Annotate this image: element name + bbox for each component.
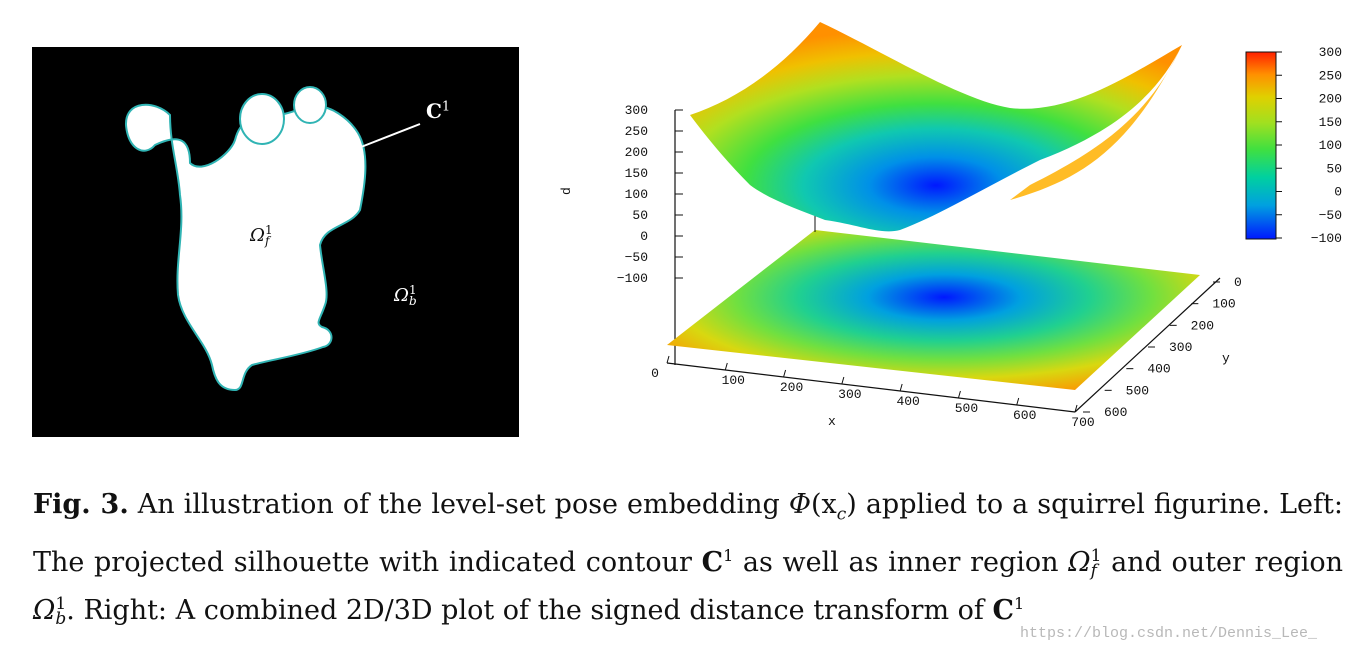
contour-label: C1 — [426, 99, 451, 123]
z-tick-label: 150 — [625, 166, 648, 181]
figure-caption: Fig. 3. An illustration of the level-set… — [33, 484, 1343, 631]
floor-heatmap — [667, 230, 1200, 390]
watermark-text: https://blog.csdn.net/Dennis_Lee_ — [1020, 625, 1318, 642]
colorbar-tick-label: 250 — [1319, 68, 1342, 83]
x-tick-mark — [1074, 404, 1078, 413]
inner-region-label: Ω 1 f — [250, 223, 273, 248]
x-tick-mark — [1016, 397, 1020, 406]
z-tick-label: −50 — [625, 250, 648, 265]
ear-shape — [293, 86, 327, 124]
x-axis-label: x — [828, 414, 836, 429]
caption-c1: C1 — [701, 546, 734, 579]
z-tick-label: 300 — [625, 103, 648, 118]
x-tick-label: 100 — [722, 373, 745, 388]
colorbar-tick-label: −50 — [1319, 208, 1342, 223]
x-tick-label: 200 — [780, 380, 803, 395]
figure-label: Fig. 3. — [33, 489, 129, 520]
distance-surface — [690, 22, 1182, 232]
colorbar-tick-label: 300 — [1319, 45, 1342, 60]
z-tick-label: 50 — [632, 208, 648, 223]
outer-region-label: Ω 1 b — [394, 283, 417, 308]
y-tick-label: 100 — [1212, 297, 1235, 312]
z-tick-label: −100 — [617, 271, 648, 286]
z-tick-group: 300 250 200 150 100 50 0 −50 −100 — [617, 103, 683, 286]
x-tick-group: 0 100 200 300 400 500 600 700 — [651, 355, 1095, 430]
y-tick-label: 0 — [1234, 275, 1242, 290]
caption-c2: C1 — [992, 594, 1025, 627]
x-tick-mark — [957, 390, 961, 399]
colorbar — [1245, 51, 1277, 240]
caption-text-4: and outer region — [1111, 547, 1343, 579]
z-tick-label: 0 — [640, 229, 648, 244]
y-tick-label: 600 — [1104, 405, 1127, 420]
caption-phi: Φ — [788, 489, 811, 520]
z-tick-label: 100 — [625, 187, 648, 202]
colorbar-tick-label: 200 — [1319, 92, 1342, 107]
colorbar-tick-label: 100 — [1319, 138, 1342, 153]
caption-text-3: as well as inner region — [742, 547, 1059, 579]
caption-text-2: applied to a squirrel figurine. Left: Th… — [33, 489, 1343, 579]
x-axis-line — [666, 362, 1076, 413]
x-tick-mark — [724, 362, 728, 371]
z-axis-label: d — [560, 187, 574, 195]
contour-leader-line — [360, 123, 421, 148]
x-tick-label: 500 — [955, 401, 978, 416]
x-tick-label: 0 — [651, 366, 659, 381]
x-tick-mark — [841, 376, 845, 385]
colorbar-tick-label: 150 — [1319, 115, 1342, 130]
y-tick-label: 400 — [1147, 362, 1170, 377]
squirrel-silhouette — [124, 86, 421, 392]
y-tick-group: 0 100 200 300 400 500 600 — [1083, 275, 1242, 420]
x-tick-mark — [899, 383, 903, 392]
ear-shape — [239, 93, 285, 145]
colorbar-tick-label: 0 — [1334, 185, 1342, 200]
y-tick-label: 200 — [1191, 318, 1214, 333]
caption-xc: (xc) — [810, 489, 857, 525]
y-tick-label: 300 — [1169, 340, 1192, 355]
x-tick-label: 300 — [838, 387, 861, 402]
caption-text-1: An illustration of the level-set pose em… — [137, 489, 780, 520]
x-tick-mark — [666, 355, 670, 364]
y-axis-label: y — [1222, 351, 1230, 366]
silhouette-panel: C1 Ω 1 f Ω 1 b — [32, 47, 519, 437]
colorbar-tick-label: −100 — [1311, 231, 1342, 246]
x-tick-label: 700 — [1071, 415, 1094, 430]
z-tick-label: 200 — [625, 145, 648, 160]
caption-text-5: . Right: A combined 2D/3D plot of the si… — [66, 595, 984, 627]
x-tick-label: 400 — [896, 394, 919, 409]
z-tick-label: 250 — [625, 124, 648, 139]
y-tick-label: 500 — [1126, 383, 1149, 398]
y-axis-line — [1074, 277, 1221, 413]
x-tick-mark — [783, 369, 787, 378]
x-tick-label: 600 — [1013, 408, 1036, 423]
colorbar-tick-group: 300 250 200 150 100 50 0 −50 −100 — [1276, 45, 1342, 246]
colorbar-tick-label: 50 — [1326, 161, 1342, 176]
silhouette-shape — [124, 103, 367, 392]
